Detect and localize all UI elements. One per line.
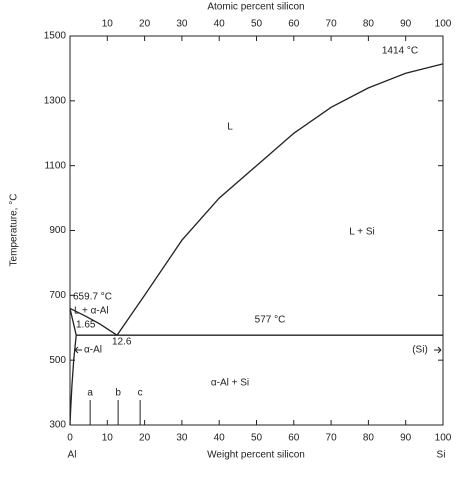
x2-tick-label: 50 (251, 19, 263, 30)
x-tick-label: 90 (400, 433, 412, 444)
x-axis-title: Weight percent silicon (207, 450, 305, 461)
y-tick-label: 1100 (44, 160, 66, 171)
annotation: α-Al (84, 345, 102, 356)
x2-tick-label: 20 (139, 19, 151, 30)
x-tick-label: 70 (326, 433, 338, 444)
annotation: 577 °C (255, 315, 286, 326)
x-tick-label: 40 (214, 433, 226, 444)
x2-axis-title: Atomic percent silicon (207, 2, 304, 13)
y-tick-label: 1300 (44, 95, 67, 106)
y-tick-label: 300 (49, 420, 66, 431)
x-tick-label: 0 (67, 433, 73, 444)
x-tick-label: 50 (251, 433, 263, 444)
annotation: 1.65 (76, 320, 96, 331)
x-tick-label: 30 (176, 433, 188, 444)
x-tick-label: 10 (102, 433, 114, 444)
phase-boundary (69, 307, 118, 336)
x-tick-label: 100 (435, 433, 452, 444)
marker-label: b (115, 388, 121, 399)
x2-tick-label: 60 (288, 19, 300, 30)
x-tick-label: 80 (363, 433, 375, 444)
annotation: 12.6 (112, 337, 132, 348)
marker-label: a (87, 388, 93, 399)
y-tick-label: 1500 (44, 31, 67, 42)
marker-label: c (138, 388, 143, 399)
annotation: 1414 °C (382, 46, 418, 57)
annotation: 659.7 °C (73, 292, 112, 303)
end-label: Al (68, 450, 77, 461)
end-label: Si (437, 450, 446, 461)
x2-tick-label: 30 (176, 19, 188, 30)
annotation: α-Al + Si (211, 378, 249, 389)
annotation: L + Si (349, 227, 374, 238)
x2-tick-label: 100 (435, 19, 452, 30)
y-tick-label: 700 (49, 290, 66, 301)
annotation: L + α-Al (74, 306, 109, 317)
phase-boundary (69, 308, 77, 336)
x2-tick-label: 80 (363, 19, 375, 30)
phase-boundary (69, 335, 77, 426)
y-tick-label: 900 (49, 225, 66, 236)
y-tick-label: 500 (49, 355, 66, 366)
arrow (74, 346, 82, 354)
x2-tick-label: 90 (400, 19, 412, 30)
x-tick-label: 20 (139, 433, 151, 444)
x-tick-label: 60 (288, 433, 300, 444)
annotation: (Si) (412, 345, 428, 356)
x2-tick-label: 70 (326, 19, 338, 30)
phase-boundary (116, 63, 444, 336)
annotation: L (227, 122, 233, 133)
arrow (434, 346, 442, 354)
plot-frame (69, 35, 444, 426)
x2-tick-label: 10 (102, 19, 114, 30)
x2-tick-label: 40 (214, 19, 226, 30)
y-axis-title: Temperature, °C (9, 194, 20, 267)
